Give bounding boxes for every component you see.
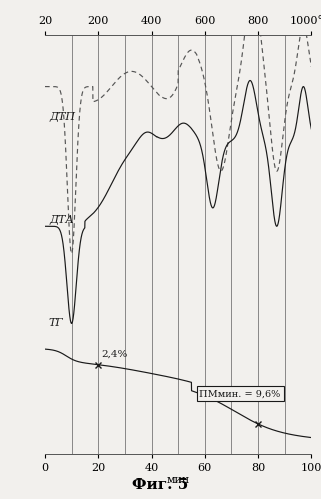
Text: ТГ: ТГ (49, 318, 64, 328)
Text: ДТП: ДТП (49, 112, 75, 122)
Text: ДТА: ДТА (49, 215, 74, 225)
Text: 2,1%: 2,1% (209, 386, 235, 395)
Text: ПМмин. = 9,6%: ПМмин. = 9,6% (199, 389, 281, 398)
Text: 2,4%: 2,4% (101, 350, 127, 359)
X-axis label: мин: мин (167, 475, 190, 485)
Text: Фиг. 5: Фиг. 5 (132, 478, 189, 492)
